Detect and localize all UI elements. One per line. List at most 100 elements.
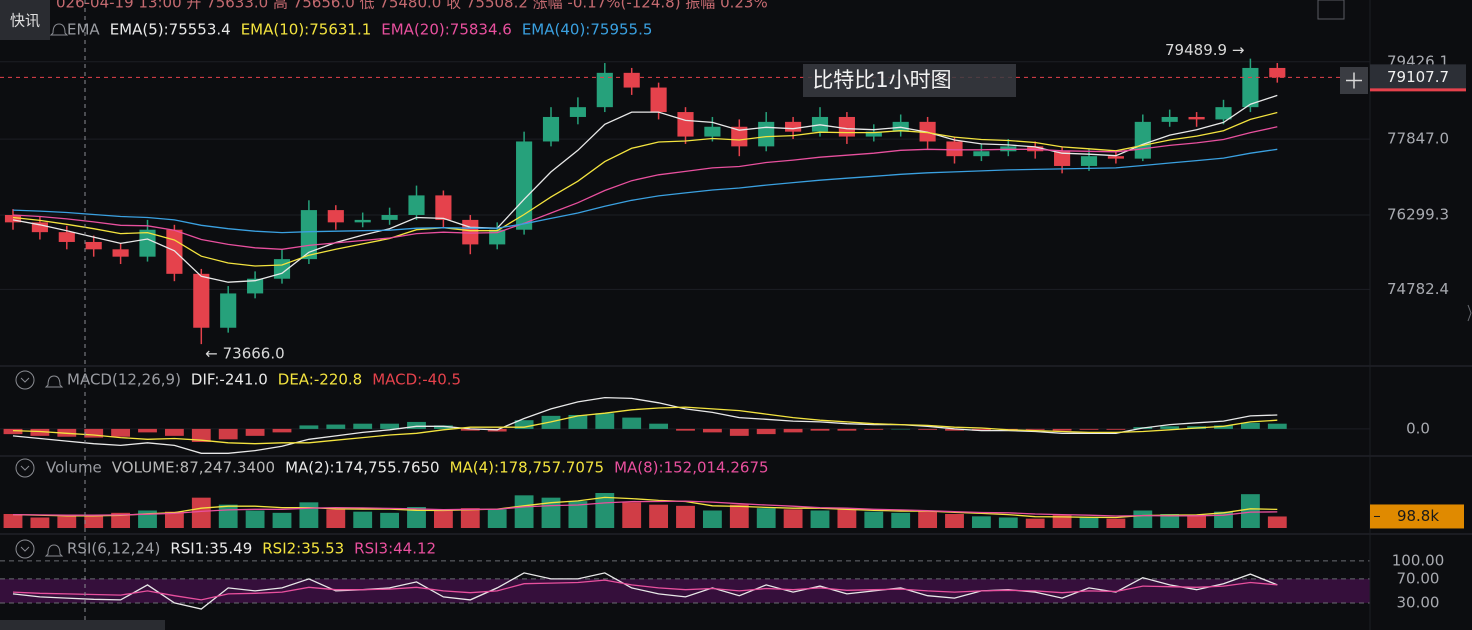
fullscreen-button[interactable] — [1317, 0, 1345, 20]
bar — [138, 428, 157, 433]
bar — [945, 514, 964, 528]
bar — [460, 508, 480, 528]
candle-body — [677, 112, 694, 137]
candle-body — [4, 215, 22, 223]
bar — [1106, 518, 1126, 528]
bar — [1133, 510, 1153, 528]
ohlc-header: 026-04-19 13:00 开 75633.0 高 75656.0 低 75… — [56, 0, 768, 12]
legend-entry: EMA(20):75834.6 — [381, 21, 512, 39]
collapse-icon[interactable] — [15, 539, 35, 559]
bell-icon[interactable] — [44, 375, 64, 388]
volume-tag-label: 98.8k — [1397, 507, 1439, 525]
candle-body — [838, 116, 855, 137]
candle-body — [462, 219, 479, 245]
bar — [84, 428, 104, 438]
legend-entry: MA(2):174,755.7650 — [285, 459, 439, 477]
bar — [702, 428, 722, 433]
candle-body — [1242, 67, 1259, 108]
candle-body — [327, 210, 344, 223]
candle-body — [408, 195, 425, 215]
bar — [57, 516, 77, 528]
candle-body — [31, 222, 48, 233]
candle-body — [758, 121, 775, 147]
candle-body — [193, 273, 210, 328]
bar — [433, 510, 453, 528]
legend-entry: RSI2:35.53 — [262, 540, 344, 558]
bar — [1025, 428, 1045, 430]
series-line — [12, 148, 1278, 234]
bar — [891, 512, 911, 528]
bar — [353, 423, 373, 429]
watermark-box — [803, 64, 1016, 97]
bar — [30, 428, 50, 436]
candle-body — [247, 278, 264, 294]
bar — [487, 509, 507, 528]
legend-entry: EMA(10):75631.1 — [241, 21, 372, 39]
legend-entry: RSI3:44.12 — [354, 540, 436, 558]
bar — [891, 428, 911, 430]
legend-entry: EMA(5):75553.4 — [110, 21, 231, 39]
bar — [380, 423, 400, 429]
legend-title: Volume — [46, 459, 102, 477]
bar — [1214, 425, 1233, 429]
series-line — [12, 496, 1278, 519]
bar — [272, 428, 292, 433]
candle-body — [596, 72, 613, 108]
legend-entry: DEA:-220.8 — [278, 371, 362, 389]
bell-icon[interactable] — [44, 544, 64, 557]
bar — [1160, 426, 1180, 429]
bar — [1106, 428, 1126, 430]
quick-news-label[interactable]: 快讯 — [10, 12, 40, 30]
chevron — [20, 546, 30, 552]
bar — [622, 502, 642, 528]
candle-body — [166, 229, 183, 274]
bar — [514, 420, 534, 429]
bell-icon[interactable] — [49, 23, 69, 36]
bar — [514, 495, 534, 528]
expand-handle[interactable] — [1467, 304, 1472, 322]
bar — [837, 428, 857, 431]
bar — [191, 497, 211, 528]
bar — [837, 509, 857, 528]
y-tick-label: 70.00 — [1397, 569, 1440, 587]
bar — [299, 502, 319, 528]
y-tick-label: 30.00 — [1397, 593, 1440, 611]
y-tick-label: 100.00 — [1392, 551, 1445, 569]
candle-body — [139, 229, 156, 257]
candle-body — [300, 210, 317, 260]
collapse-icon[interactable] — [15, 458, 35, 478]
legend-title: MACD(12,26,9) — [67, 371, 181, 389]
bar — [918, 428, 938, 430]
bar — [1052, 428, 1072, 431]
panel-icons — [15, 23, 69, 559]
bar — [676, 505, 695, 528]
bar — [783, 428, 803, 433]
y-tick-label: 0.0 — [1406, 419, 1430, 437]
candle-body — [1269, 67, 1286, 78]
candle-body — [516, 141, 533, 230]
y-tick-label: 74782.4 — [1387, 280, 1449, 298]
bar — [864, 428, 884, 430]
time-scroll[interactable] — [0, 620, 165, 630]
quick-news-button[interactable] — [0, 0, 50, 40]
rsi-band — [0, 578, 1370, 603]
bar — [164, 511, 184, 528]
bar — [810, 428, 830, 431]
candle-body — [1161, 116, 1178, 122]
candle-body — [542, 116, 560, 142]
bar — [676, 428, 695, 431]
bar — [3, 514, 23, 528]
candle-body — [1188, 116, 1205, 120]
collapse-icon[interactable] — [15, 370, 35, 390]
legend-title: EMA — [67, 21, 100, 39]
bar — [918, 510, 938, 528]
series-line — [12, 500, 1278, 517]
legend-entry: MA(8):152,014.2675 — [614, 459, 768, 477]
chevron — [20, 377, 30, 383]
candle-body — [623, 72, 640, 88]
candle-body — [1107, 156, 1124, 159]
series-line — [12, 406, 1278, 445]
bar — [1267, 423, 1287, 429]
add-icon[interactable] — [1346, 72, 1362, 89]
bar — [729, 428, 749, 436]
